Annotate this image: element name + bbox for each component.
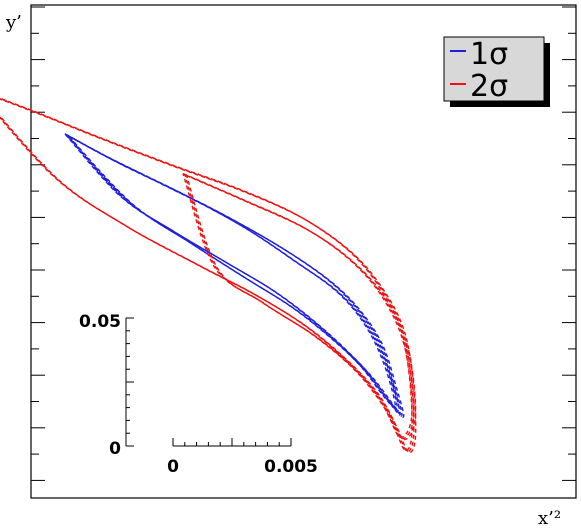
y-axis-title: y’ — [5, 12, 22, 33]
legend-box — [443, 36, 545, 102]
contour-2sigma-0-2 — [0, 97, 413, 452]
contour-1sigma-1-2 — [64, 133, 397, 409]
scale-bar: 0 0.05 0 0.005 — [79, 312, 318, 477]
scale-bar-ticks — [126, 317, 292, 447]
contours — [0, 97, 417, 454]
legend-label-2sigma: 2σ — [470, 69, 508, 104]
scale-bar-y-tick-label-0: 0 — [109, 439, 121, 459]
contour-1sigma-0-0 — [66, 134, 403, 417]
frame-ticks — [31, 6, 576, 481]
scale-bar-y-tick-label-1: 0.05 — [79, 312, 121, 332]
contour-1sigma-1-1 — [68, 135, 400, 412]
contour-1sigma-0-1 — [68, 135, 405, 418]
legend-label-1sigma: 1σ — [470, 37, 508, 72]
contour-1sigma-1-0 — [66, 134, 398, 410]
contour-2sigma-1-2 — [182, 172, 413, 438]
contour-2sigma-0-1 — [0, 98, 417, 454]
scale-bar-x-tick-label-1: 0.005 — [264, 457, 318, 477]
plot-frame — [30, 4, 577, 499]
contour-2sigma-0-0 — [0, 97, 415, 453]
contour-2sigma-1-0 — [184, 173, 415, 440]
legend: 1σ 2σ — [443, 36, 550, 107]
contour-2sigma-1-1 — [185, 175, 417, 441]
scale-bar-x-tick-label-0: 0 — [167, 457, 179, 477]
x-axis-title: x’² — [538, 508, 561, 528]
contour-1sigma-0-2 — [64, 133, 401, 416]
